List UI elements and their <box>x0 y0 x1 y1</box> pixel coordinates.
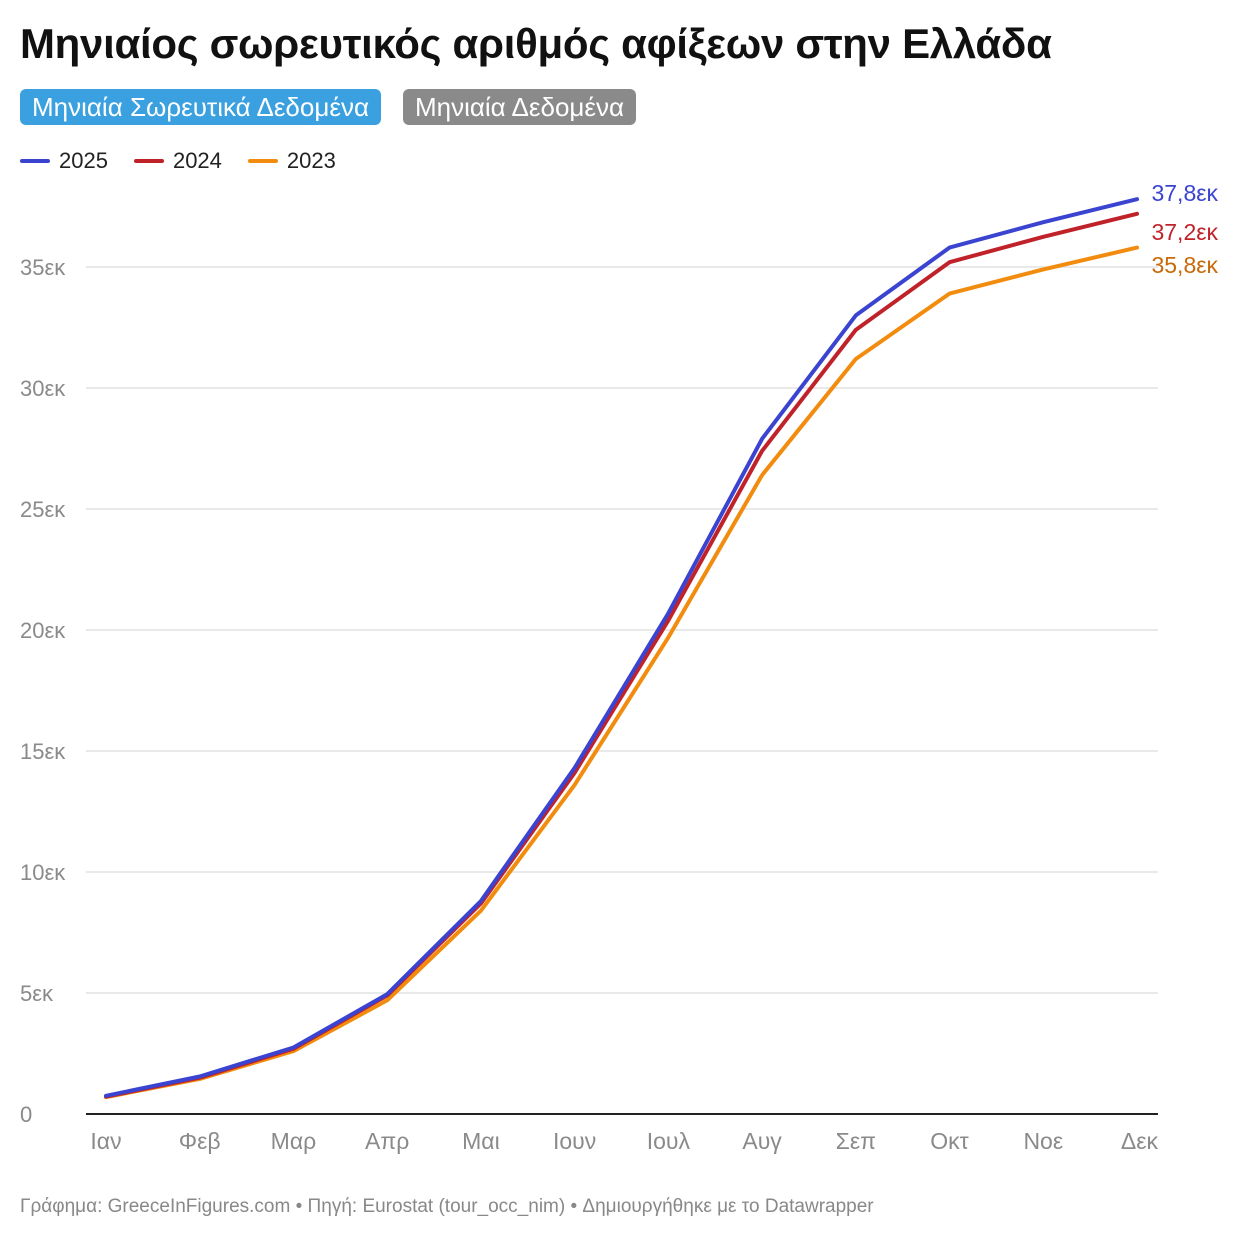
legend-item-2024: 2024 <box>133 148 222 174</box>
y-tick-label: 25εκ <box>20 497 66 522</box>
x-tick-label: Σεπ <box>836 1128 876 1154</box>
x-tick-label: Νοε <box>1023 1128 1063 1154</box>
end-label-2024: 37,2εκ <box>1151 219 1218 245</box>
series-line-2023 <box>104 245 1139 1100</box>
end-label-2025: 37,8εκ <box>1151 180 1218 206</box>
x-tick-label: Δεκ <box>1121 1128 1159 1154</box>
chart-title: Μηνιαίος σωρευτικός αριθμός αφίξεων στην… <box>20 20 1052 67</box>
cumulative-data-button[interactable]: Μηνιαία Σωρευτικά Δεδομένα <box>20 89 381 125</box>
footer-separator: • <box>570 1196 583 1217</box>
y-tick-label: 15εκ <box>20 739 66 764</box>
legend-label: 2025 <box>59 148 108 173</box>
series-line-2024 <box>104 211 1139 1099</box>
x-tick-label: Ιαν <box>90 1128 121 1154</box>
footer-chart-credit: Γράφημα: GreeceInFigures.com <box>20 1196 296 1217</box>
legend-swatch <box>133 159 164 163</box>
x-tick-label: Οκτ <box>930 1128 968 1154</box>
x-tick-label: Μαι <box>462 1128 500 1154</box>
x-tick-label: Φεβ <box>179 1128 221 1154</box>
x-tick-label: Αυγ <box>742 1128 782 1154</box>
legend-swatch <box>247 159 278 163</box>
legend-swatch <box>20 159 50 163</box>
x-tick-label: Ιουν <box>553 1128 596 1154</box>
y-tick-label: 10εκ <box>20 860 66 885</box>
view-toggle-group: Μηνιαία Σωρευτικά Δεδομένα Μηνιαία Δεδομ… <box>20 89 636 125</box>
y-tick-label: 35εκ <box>20 255 66 280</box>
footer-separator: • <box>295 1196 308 1217</box>
legend-label: 2023 <box>286 148 336 173</box>
legend: 2025 2024 2023 <box>20 148 336 174</box>
legend-label: 2024 <box>172 148 222 173</box>
series-line-2025 <box>104 197 1139 1098</box>
footer-source: Πηγή: Eurostat (tour_occ_nim) <box>307 1196 571 1217</box>
y-tick-label: 30εκ <box>20 376 66 401</box>
end-label-2023: 35,8εκ <box>1151 252 1218 278</box>
x-tick-label: Ιουλ <box>647 1128 691 1154</box>
footer-made-with: Δημιουργήθηκε με το Datawrapper <box>582 1196 874 1217</box>
y-tick-label: 20εκ <box>20 618 66 643</box>
y-tick-label: 0 <box>20 1102 32 1127</box>
x-tick-label: Απρ <box>365 1128 409 1154</box>
y-tick-label: 5εκ <box>20 981 54 1006</box>
footer: Γράφημα: GreeceInFigures.com • Πηγή: Eur… <box>20 1196 874 1218</box>
monthly-data-button[interactable]: Μηνιαία Δεδομένα <box>402 89 636 125</box>
x-tick-label: Μαρ <box>271 1128 317 1154</box>
legend-item-2023: 2023 <box>247 148 336 174</box>
legend-item-2025: 2025 <box>20 148 108 174</box>
